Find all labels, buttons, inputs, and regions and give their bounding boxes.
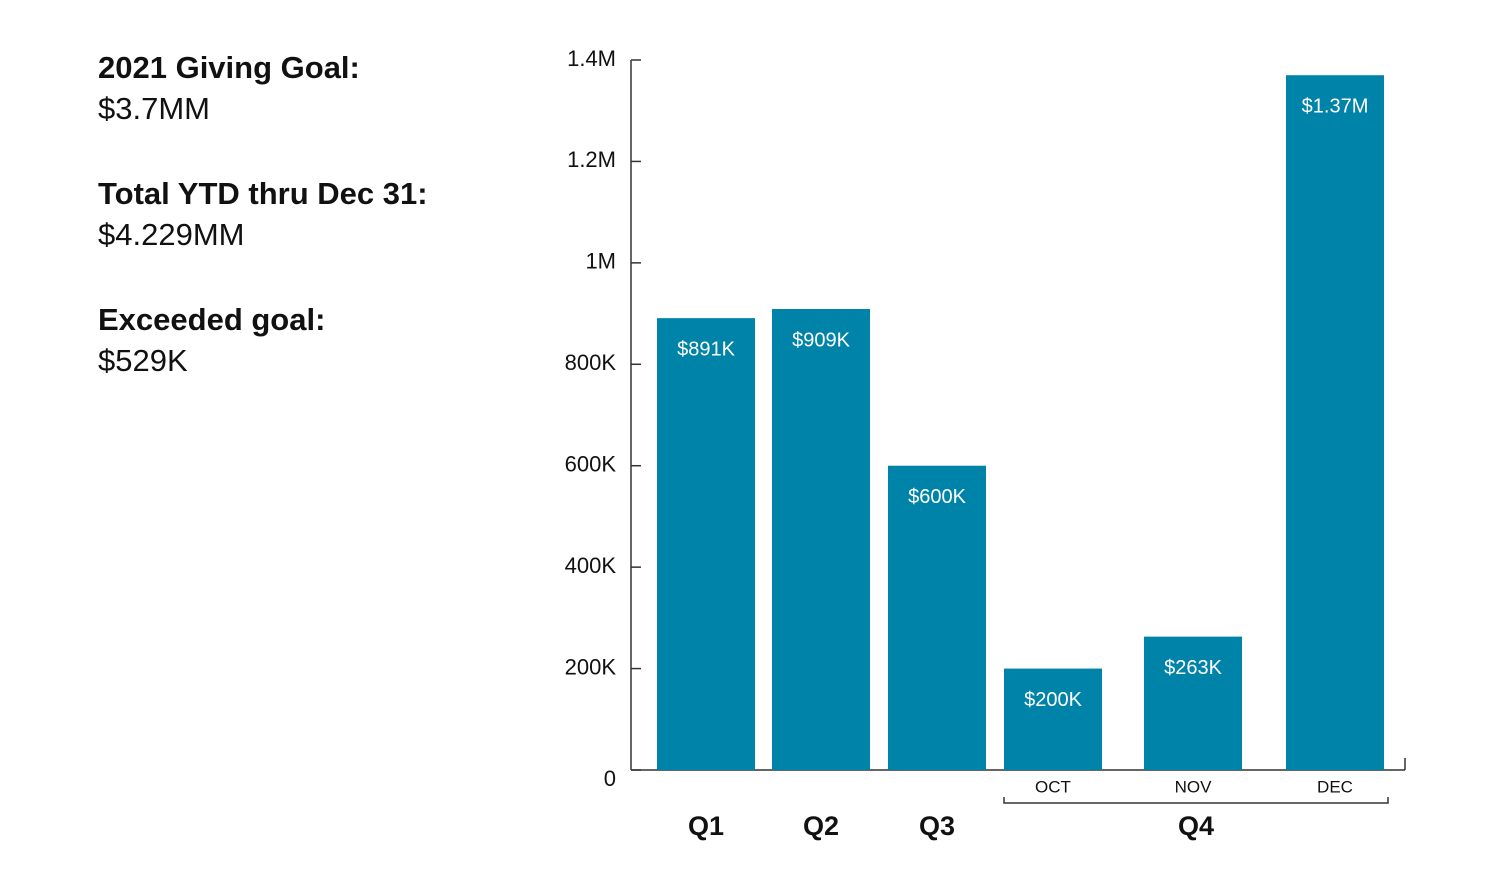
summary-label: 2021 Giving Goal: (98, 50, 360, 85)
summary-label: Exceeded goal: (98, 302, 325, 337)
y-tick-label: 800K (565, 350, 617, 375)
bar (1144, 636, 1242, 770)
y-tick-label: 200K (565, 654, 617, 679)
quarter-label: Q3 (919, 811, 955, 841)
quarter-label: Q1 (688, 811, 724, 841)
bar (772, 309, 870, 770)
x-tick-label: OCT (1035, 777, 1071, 796)
quarter-label: Q4 (1178, 811, 1214, 841)
group-bracket (1003, 797, 1389, 804)
summary-value: $3.7MM (98, 91, 210, 126)
value-label: $263K (1164, 657, 1222, 679)
value-label: $600K (908, 486, 966, 508)
bar (1004, 668, 1102, 770)
y-tick-label: 1M (585, 249, 616, 274)
bar (1286, 75, 1384, 770)
x-tick-label: NOV (1175, 777, 1213, 796)
summary-label: Total YTD thru Dec 31: (98, 176, 428, 211)
quarter-label: Q2 (803, 811, 839, 841)
summary-value: $4.229MM (98, 217, 244, 252)
y-tick-label: 1.4M (567, 46, 616, 71)
y-tick-label: 400K (565, 553, 617, 578)
bar (888, 465, 986, 770)
value-label: $891K (677, 338, 735, 360)
y-tick-label: 0 (604, 766, 616, 791)
value-label: $909K (792, 329, 850, 351)
value-label: $200K (1024, 689, 1082, 711)
value-label: $1.37M (1302, 95, 1369, 117)
bar (657, 318, 755, 770)
y-tick-label: 600K (565, 452, 617, 477)
summary-value: $529K (98, 343, 188, 378)
x-tick-label: DEC (1317, 777, 1353, 796)
y-tick-label: 1.2M (567, 147, 616, 172)
